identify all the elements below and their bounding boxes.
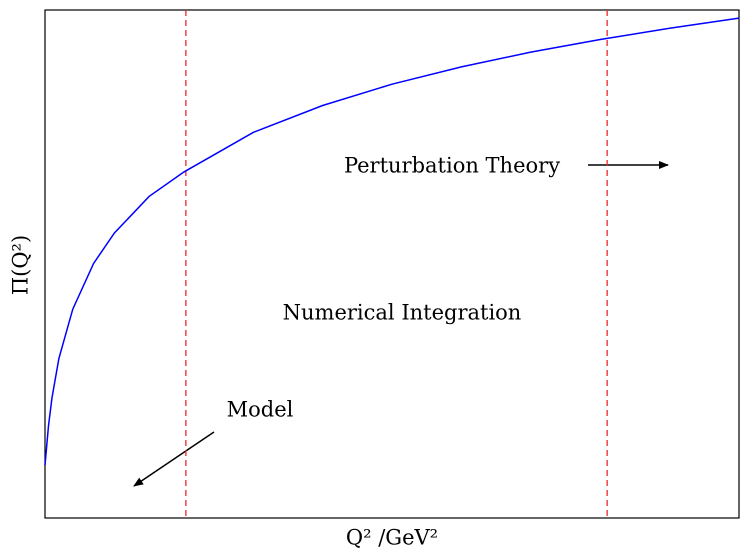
data-line — [44, 17, 740, 466]
plot-frame — [44, 9, 740, 519]
annotation: Numerical Integration — [283, 301, 522, 325]
y-axis-label: Π(Q²) — [9, 235, 33, 295]
annotation: Perturbation Theory — [344, 154, 560, 178]
annotation: Model — [227, 398, 294, 422]
arrow — [133, 431, 215, 487]
x-axis-label: Q² /GeV² — [346, 526, 438, 550]
